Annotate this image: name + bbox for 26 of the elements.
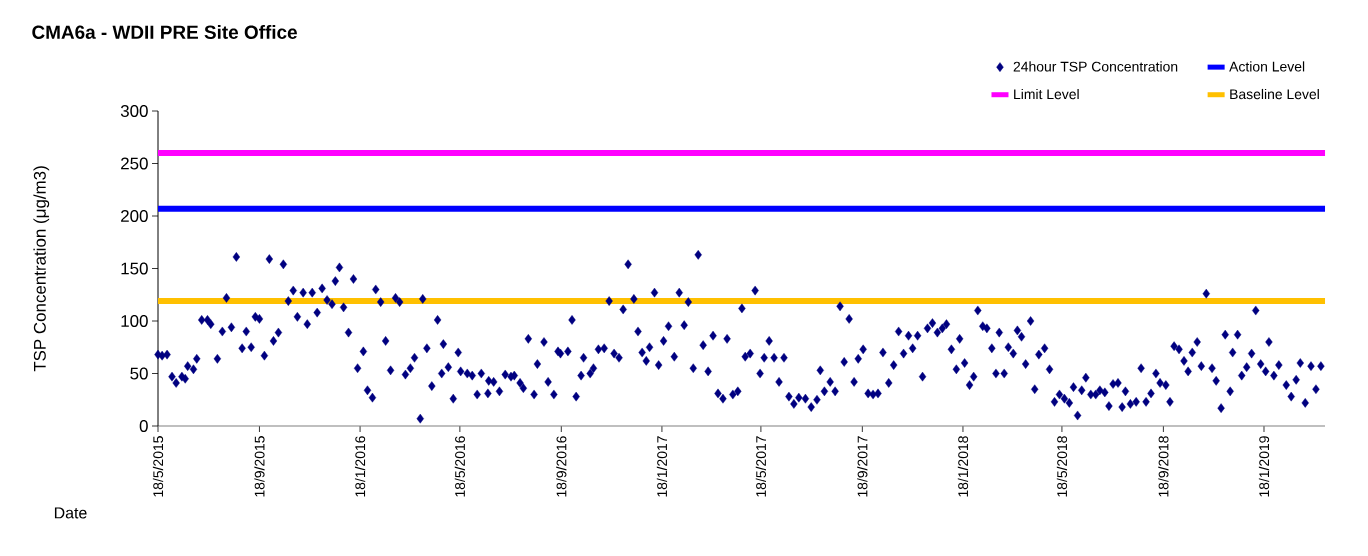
y-tick-label: 0: [139, 420, 148, 432]
x-axis-title: Date: [54, 507, 87, 519]
legend-label: Limit Level: [1014, 88, 1079, 100]
y-tick-label: 150: [121, 262, 148, 275]
x-tick-label: 18/9/2015: [254, 436, 265, 497]
x-tick-label: 18/9/2017: [857, 436, 868, 497]
y-tick-label: 250: [121, 157, 148, 170]
y-tick-label: 300: [120, 105, 148, 117]
x-tick-label: 18/1/2018: [957, 436, 969, 497]
y-tick-label: 50: [130, 367, 148, 380]
x-tick-label: 18/1/2019: [1258, 436, 1270, 497]
x-tick-label: 18/1/2017: [656, 436, 668, 497]
x-tick-label: 18/9/2018: [1158, 436, 1169, 497]
x-tick-label: 18/5/2015: [152, 436, 164, 497]
legend-label: Action Level: [1229, 61, 1305, 72]
legend-label: Baseline Level: [1230, 88, 1319, 100]
x-tick-label: 18/5/2016: [454, 436, 465, 497]
y-tick-label: 200: [121, 210, 148, 222]
y-axis-title: TSP Concentration (μg/m3): [33, 166, 50, 372]
x-tick-label: 18/5/2018: [1056, 436, 1068, 497]
x-tick-label: 18/9/2016: [556, 436, 567, 497]
x-tick-label: 18/1/2016: [354, 436, 366, 497]
x-tick-label: 18/5/2017: [755, 436, 767, 497]
y-tick-label: 100: [121, 315, 148, 327]
chart-title: CMA6a - WDII PRE Site Office: [32, 25, 297, 39]
legend-label: 24hour TSP Concentration: [1013, 61, 1178, 72]
